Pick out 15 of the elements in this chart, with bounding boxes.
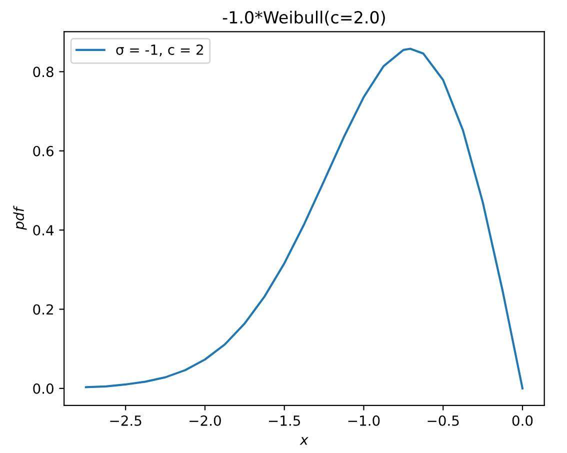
y-tick-label: 0.8 <box>33 66 54 78</box>
x-tick-label: −2.0 <box>190 415 221 426</box>
x-axis-title: x <box>300 437 308 445</box>
legend-label: σ = -1, c = 2 <box>116 44 203 56</box>
y-tick-label: 0.2 <box>33 304 53 315</box>
y-tick-label: 0.4 <box>33 225 54 236</box>
y-tick-label: 0.6 <box>33 146 54 156</box>
chart-title: -1.0*Weibull(c=2.0) <box>222 10 385 26</box>
y-tick-label: 0.0 <box>33 383 54 394</box>
x-tick-label: −1.0 <box>348 415 380 426</box>
y-axis-title: pdf <box>13 206 27 230</box>
x-tick-label: −2.5 <box>110 415 142 426</box>
x-tick-label: −0.5 <box>428 415 459 426</box>
x-tick-label: 0.0 <box>512 415 533 426</box>
x-tick-label: −1.5 <box>268 416 300 426</box>
